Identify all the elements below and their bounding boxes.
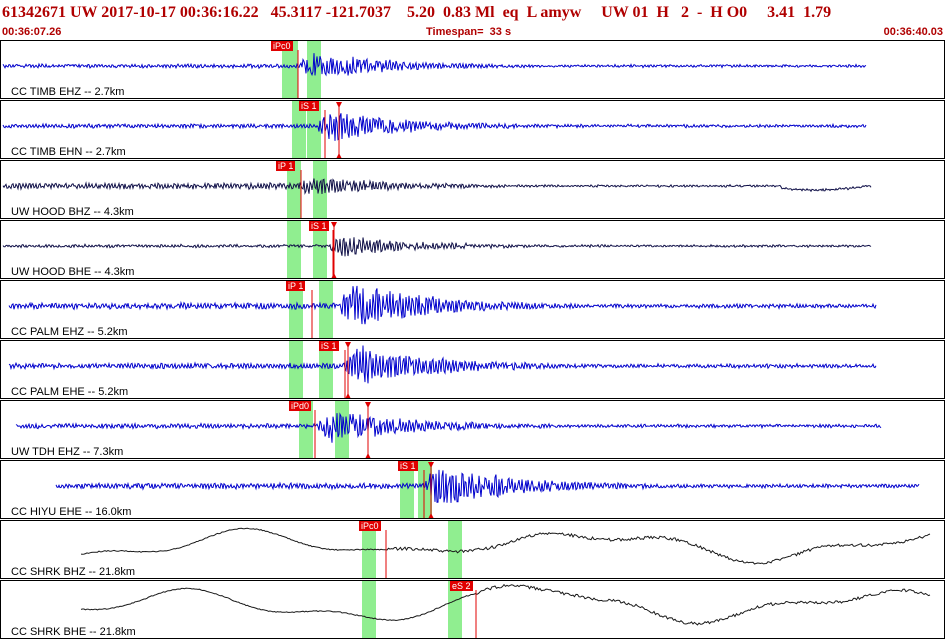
phase-pick-tag[interactable]: iP 1 <box>276 161 296 171</box>
trace-plot <box>2 41 867 98</box>
channel-label: UW HOOD BHE -- 4.3km <box>11 266 135 278</box>
trace-panel[interactable]: iS 1 CC PALM EHE -- 5.2km <box>0 340 945 399</box>
phase-window <box>400 461 414 518</box>
phase-window <box>313 221 327 278</box>
waveform-trace <box>2 237 872 257</box>
channel-label: UW HOOD BHZ -- 4.3km <box>11 206 134 218</box>
phase-window <box>307 101 321 158</box>
phase-window <box>289 341 303 398</box>
waveform-trace <box>15 412 882 443</box>
phase-window <box>448 581 462 638</box>
phase-window <box>299 401 313 458</box>
channel-label: UW TDH EHZ -- 7.3km <box>11 446 124 458</box>
channel-label: CC TIMB EHN -- 2.7km <box>11 146 126 158</box>
arrival-up-triangle-icon <box>365 453 371 458</box>
channel-label: CC TIMB EHZ -- 2.7km <box>11 86 125 98</box>
trace-plot <box>8 341 877 398</box>
trace-plot <box>2 161 872 218</box>
channel-label: CC PALM EHE -- 5.2km <box>11 386 129 398</box>
waveform-trace <box>2 53 867 77</box>
waveform-trace <box>2 178 872 195</box>
trace-plot <box>2 101 867 158</box>
phase-window <box>313 161 327 218</box>
phase-pick-tag[interactable]: iS 1 <box>319 341 339 351</box>
trace-panel[interactable]: eS 2 CC SHRK BHE -- 21.8km <box>0 580 945 639</box>
arrival-down-triangle-icon <box>365 402 371 408</box>
phase-pick-tag[interactable]: iP 1 <box>286 281 306 291</box>
phase-window <box>319 281 333 338</box>
seismogram-panels: iPc0 CC TIMB EHZ -- 2.7km iS 1 CC TIMB EHN … <box>0 40 945 640</box>
channel-label: CC SHRK BHE -- 21.8km <box>11 626 136 638</box>
trace-plot <box>2 221 872 278</box>
waveform-trace <box>80 527 931 565</box>
phase-window <box>418 461 432 518</box>
arrival-down-triangle-icon <box>336 102 342 108</box>
waveform-trace <box>8 285 877 325</box>
waveform-trace <box>2 113 867 141</box>
arrival-down-triangle-icon <box>345 342 351 348</box>
event-header: 61342671 UW 2017-10-17 00:36:16.22 45.31… <box>0 0 945 40</box>
trace-plot <box>80 581 931 638</box>
phase-window <box>448 521 462 578</box>
phase-pick-tag[interactable]: iS 1 <box>398 461 418 471</box>
channel-label: CC HIYU EHE -- 16.0km <box>11 506 132 518</box>
trace-panel[interactable]: iPc0 CC TIMB EHZ -- 2.7km <box>0 40 945 99</box>
start-time: 00:36:07.26 <box>2 26 62 38</box>
phase-window <box>287 161 301 218</box>
phase-pick-tag[interactable]: iPc0 <box>271 41 293 51</box>
trace-panel[interactable]: iP 1 CC PALM EHZ -- 5.2km <box>0 280 945 339</box>
waveform-trace <box>8 345 877 384</box>
trace-plot <box>8 281 877 338</box>
phase-window <box>307 41 321 98</box>
arrival-up-triangle-icon <box>331 273 337 278</box>
phase-window <box>319 341 333 398</box>
end-time: 00:36:40.03 <box>883 26 943 38</box>
trace-plot <box>15 401 882 458</box>
trace-panel[interactable]: iPc0 CC SHRK BHZ -- 21.8km <box>0 520 945 579</box>
waveform-trace <box>80 583 931 626</box>
phase-pick-tag[interactable]: iPd0 <box>289 401 312 411</box>
trace-panel[interactable]: iS 1 CC HIYU EHE -- 16.0km <box>0 460 945 519</box>
trace-panel[interactable]: iS 1 CC TIMB EHN -- 2.7km <box>0 100 945 159</box>
event-summary-line: 61342671 UW 2017-10-17 00:36:16.22 45.31… <box>2 4 832 21</box>
phase-window <box>292 101 306 158</box>
channel-label: CC SHRK BHZ -- 21.8km <box>11 566 136 578</box>
trace-panel[interactable]: iS 1 UW HOOD BHE -- 4.3km <box>0 220 945 279</box>
trace-panel[interactable]: iP 1 UW HOOD BHZ -- 4.3km <box>0 160 945 219</box>
timespan-label: Timespan= 33 s <box>426 26 512 38</box>
arrival-down-triangle-icon <box>428 462 434 468</box>
phase-window <box>362 581 376 638</box>
phase-pick-tag[interactable]: eS 2 <box>450 581 473 591</box>
phase-pick-tag[interactable]: iS 1 <box>309 221 329 231</box>
waveform-trace <box>55 469 920 503</box>
phase-pick-tag[interactable]: iS 1 <box>299 101 319 111</box>
channel-label: CC PALM EHZ -- 5.2km <box>11 326 128 338</box>
phase-window <box>282 41 298 98</box>
trace-plot <box>80 521 931 578</box>
trace-panel[interactable]: iPd0 UW TDH EHZ -- 7.3km <box>0 400 945 459</box>
arrival-up-triangle-icon <box>336 153 342 158</box>
arrival-down-triangle-icon <box>331 222 337 228</box>
phase-pick-tag[interactable]: iPc0 <box>359 521 381 531</box>
trace-plot <box>55 461 920 518</box>
arrival-up-triangle-icon <box>345 393 351 398</box>
arrival-up-triangle-icon <box>428 513 434 518</box>
phase-window <box>287 221 301 278</box>
